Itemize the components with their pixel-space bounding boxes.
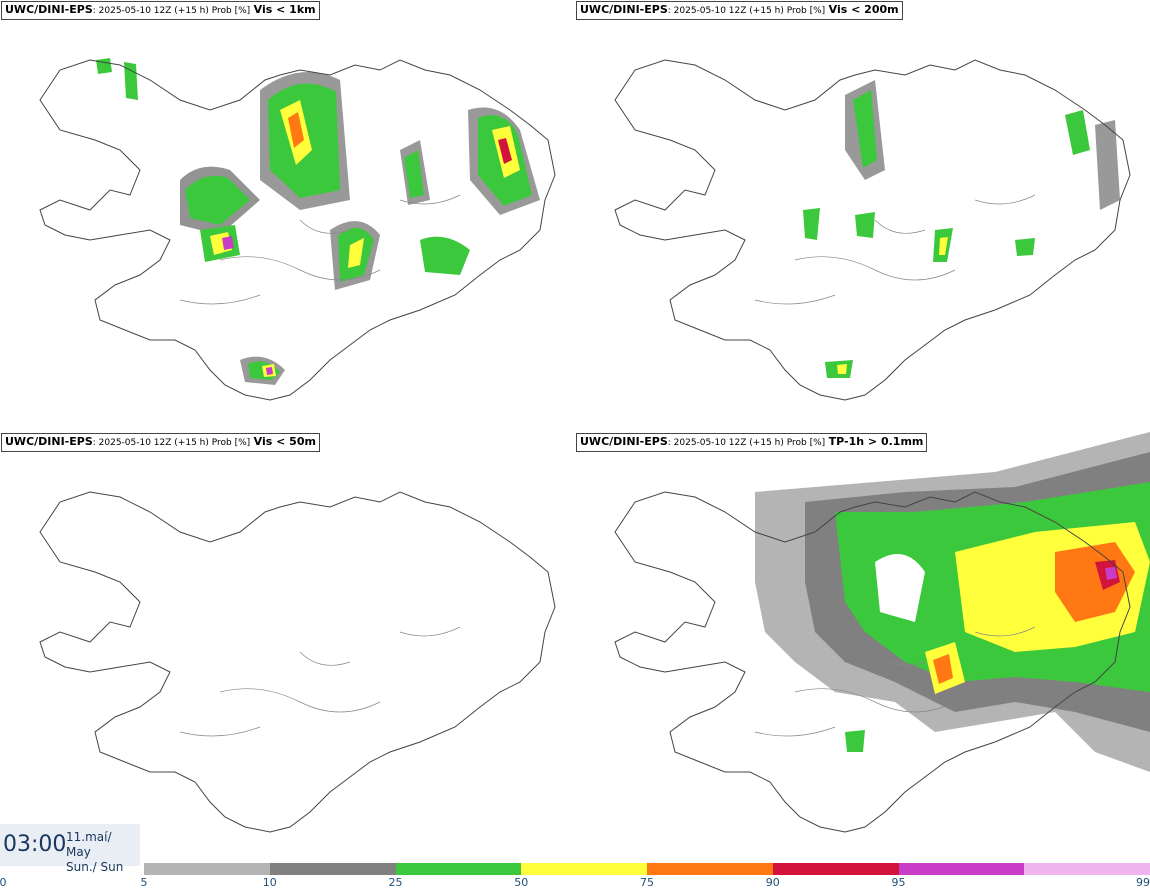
- run-meta: : 2025-05-10 12Z (+15 h) Prob [%]: [667, 438, 826, 448]
- probability-field: [96, 58, 540, 385]
- variable-name: Vis < 1km: [253, 3, 316, 16]
- inland-contours: [754, 626, 1036, 737]
- variable-name: TP-1h > 0.1mm: [828, 435, 924, 448]
- iceland-map: [39, 491, 556, 833]
- model-name: UWC/DINI-EPS: [5, 3, 93, 16]
- panel-title: UWC/DINI-EPS: 2025-05-10 12Z (+15 h) Pro…: [576, 1, 903, 20]
- panel-title: UWC/DINI-EPS: 2025-05-10 12Z (+15 h) Pro…: [1, 1, 320, 20]
- colorbar-tick-label: 99: [1136, 876, 1150, 889]
- colorbar-tick-label: 75: [640, 876, 654, 889]
- colorbar-segment: [772, 863, 899, 875]
- probability-field: [803, 80, 1120, 378]
- panel-title: UWC/DINI-EPS: 2025-05-10 12Z (+15 h) Pro…: [1, 433, 320, 452]
- valid-date: 11.maí/ May Sun./ Sun: [66, 830, 140, 875]
- valid-time-box: 03:00 11.maí/ May Sun./ Sun: [0, 824, 140, 874]
- colorbar-segment: [1024, 863, 1150, 875]
- run-meta: : 2025-05-10 12Z (+15 h) Prob [%]: [92, 6, 251, 16]
- colorbar-tick-label: 10: [262, 876, 277, 889]
- colorbar-tick-label: 25: [388, 876, 403, 889]
- panel-title: UWC/DINI-EPS: 2025-05-10 12Z (+15 h) Pro…: [576, 433, 928, 452]
- iceland-map: [614, 59, 1131, 401]
- colorbar-tick-label: 90: [765, 876, 780, 889]
- colorbar-segment: [521, 863, 647, 875]
- coastline: [39, 491, 556, 833]
- variable-name: Vis < 50m: [253, 435, 316, 448]
- valid-time-clock: 03:00: [3, 832, 67, 857]
- inland-contours: [179, 194, 461, 305]
- coastline: [614, 59, 1131, 401]
- map-panel-vis-50m: UWC/DINI-EPS: 2025-05-10 12Z (+15 h) Pro…: [0, 432, 575, 864]
- map-panel-vis-1km: UWC/DINI-EPS: 2025-05-10 12Z (+15 h) Pro…: [0, 0, 575, 432]
- colorbar-tick-label: 50: [514, 876, 529, 889]
- colorbar-segment: [898, 863, 1025, 875]
- variable-name: Vis < 200m: [828, 3, 899, 16]
- inland-contours: [179, 626, 461, 737]
- iceland-map: [614, 432, 1150, 833]
- colorbar-segment: [269, 863, 396, 875]
- map-panel-precip: UWC/DINI-EPS: 2025-05-10 12Z (+15 h) Pro…: [575, 432, 1150, 864]
- date-line-1: 11.maí/ May: [66, 830, 112, 859]
- probability-colorbar: [144, 863, 1150, 875]
- colorbar-tick-label: 5: [140, 876, 148, 889]
- colorbar-tick-label: 0: [0, 876, 7, 889]
- probability-field: [755, 432, 1150, 772]
- model-name: UWC/DINI-EPS: [580, 3, 668, 16]
- colorbar-segment: [395, 863, 522, 875]
- map-panel-vis-200m: UWC/DINI-EPS: 2025-05-10 12Z (+15 h) Pro…: [575, 0, 1150, 432]
- inland-contours: [754, 194, 1036, 305]
- model-name: UWC/DINI-EPS: [5, 435, 93, 448]
- iceland-map: [39, 58, 556, 401]
- colorbar-tick-label: 95: [891, 876, 906, 889]
- model-name: UWC/DINI-EPS: [580, 435, 668, 448]
- colorbar-segment: [144, 863, 270, 875]
- coastline: [614, 491, 1131, 833]
- run-meta: : 2025-05-10 12Z (+15 h) Prob [%]: [667, 6, 826, 16]
- coastline: [39, 59, 556, 401]
- run-meta: : 2025-05-10 12Z (+15 h) Prob [%]: [92, 438, 251, 448]
- colorbar-segment: [647, 863, 773, 875]
- date-line-2: Sun./ Sun: [66, 860, 124, 874]
